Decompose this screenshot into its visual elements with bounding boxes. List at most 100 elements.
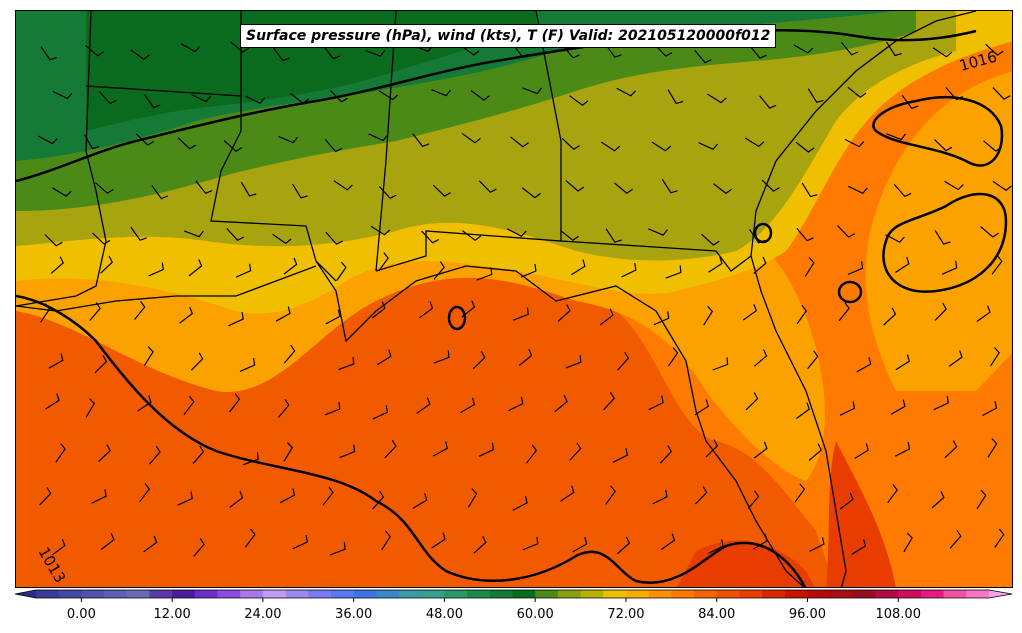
wind-barb — [473, 536, 487, 554]
wind-barb — [228, 312, 244, 327]
wind-barb — [841, 42, 859, 56]
wind-barb — [148, 262, 164, 277]
wind-barb — [130, 49, 150, 61]
wind-barb — [599, 308, 614, 326]
colorbar-under-arrow — [15, 590, 36, 598]
wind-barb — [804, 257, 815, 277]
wind-barb — [887, 484, 898, 504]
wind-barb — [467, 488, 478, 508]
wind-barb — [561, 137, 581, 150]
colorbar-tick-label: 24.00 — [244, 607, 282, 622]
wind-barb — [512, 307, 529, 321]
wind-barb — [329, 542, 346, 556]
louisiana-arkansas-border — [85, 85, 337, 282]
wind-barb — [292, 183, 308, 199]
wind-barb — [694, 486, 708, 505]
wind-barb — [292, 534, 308, 550]
colorbar-segment — [444, 590, 468, 598]
wind-barb — [323, 45, 341, 60]
colorbar-segment — [830, 590, 854, 598]
wind-barb — [521, 187, 541, 199]
wind-barb — [461, 300, 476, 318]
wind-barb — [808, 443, 822, 461]
wind-barb — [52, 90, 73, 100]
wind-barb — [370, 225, 391, 236]
wind-barb — [708, 256, 723, 273]
colorbar-segment — [104, 590, 128, 598]
wind-barb — [744, 137, 765, 148]
wind-barb — [192, 445, 205, 465]
wind-barb — [372, 405, 389, 420]
wind-barb — [572, 537, 588, 553]
wind-barb — [433, 350, 450, 364]
wind-barb — [759, 95, 777, 109]
wind-barb — [901, 95, 919, 110]
wind-barb — [932, 47, 953, 58]
wind-barb — [183, 230, 204, 238]
isobar-small-loop-3 — [447, 305, 467, 331]
colorbar-tick-label: 84.00 — [698, 607, 736, 622]
wind-barb — [190, 352, 204, 371]
isobars — [16, 28, 1008, 587]
isobar-upper — [16, 28, 977, 183]
colorbar-segments — [14, 589, 1013, 602]
wind-barb — [712, 357, 729, 371]
wind-barb — [44, 234, 63, 247]
wind-barb — [378, 252, 389, 272]
wind-barb — [91, 489, 107, 504]
georgia-coast — [560, 11, 977, 272]
wind-barb — [796, 228, 814, 242]
colorbar-segment — [762, 590, 786, 598]
wind-barb — [223, 140, 243, 153]
wind-barb — [40, 303, 51, 323]
wind-barb — [944, 180, 964, 191]
colorbar-segment — [58, 590, 82, 598]
colorbar-tick-label: 60.00 — [516, 607, 554, 622]
wind-barb — [55, 443, 66, 463]
wind-barb — [461, 132, 481, 144]
map-title: Surface pressure (hPa), wind (kts), T (F… — [240, 24, 777, 48]
wind-barb — [885, 41, 902, 57]
wind-barb — [193, 538, 205, 557]
wind-barb — [191, 94, 212, 103]
wind-barb — [667, 89, 684, 105]
wind-barb — [701, 233, 720, 246]
wind-barb — [83, 134, 100, 150]
wind-barb — [651, 141, 672, 152]
wind-barb — [847, 261, 864, 276]
wind-barb — [95, 182, 114, 195]
colorbar-segment — [262, 590, 287, 598]
wind-barb — [365, 49, 386, 57]
wind-barb — [890, 399, 906, 415]
colorbar-segment — [421, 590, 445, 598]
colorbar-segment — [126, 590, 150, 598]
colorbar-segment — [739, 590, 763, 598]
wind-barb — [322, 486, 334, 506]
wind-barb — [605, 228, 622, 243]
wind-barb — [99, 91, 117, 105]
wind-barb — [560, 229, 579, 242]
hot-zone-east — [826, 441, 896, 587]
wind-barb — [749, 45, 767, 59]
colorbar-segment — [694, 590, 718, 598]
colorbar-segment — [875, 590, 899, 598]
wind-barb — [339, 444, 356, 459]
wind-barb — [371, 301, 386, 319]
wind-barb — [886, 133, 906, 141]
temperature-map: 1016 1013 — [16, 11, 1012, 587]
wind-barb — [753, 441, 768, 459]
wind-barb — [856, 357, 872, 373]
wind-barb — [565, 180, 585, 192]
wind-barb — [621, 262, 637, 278]
wind-barb — [652, 489, 668, 505]
wind-barb — [713, 183, 733, 195]
wind-barb — [894, 441, 911, 457]
wind-barb — [992, 87, 1011, 100]
wind-barb — [569, 442, 582, 461]
colorbar-segment — [217, 590, 241, 598]
wind-barb — [275, 306, 291, 322]
wind-barb — [229, 490, 244, 508]
colorbar-tick-label: 108.00 — [875, 607, 921, 622]
isobar-small-loop-1 — [753, 222, 773, 244]
alabama-florida-border — [375, 11, 562, 272]
